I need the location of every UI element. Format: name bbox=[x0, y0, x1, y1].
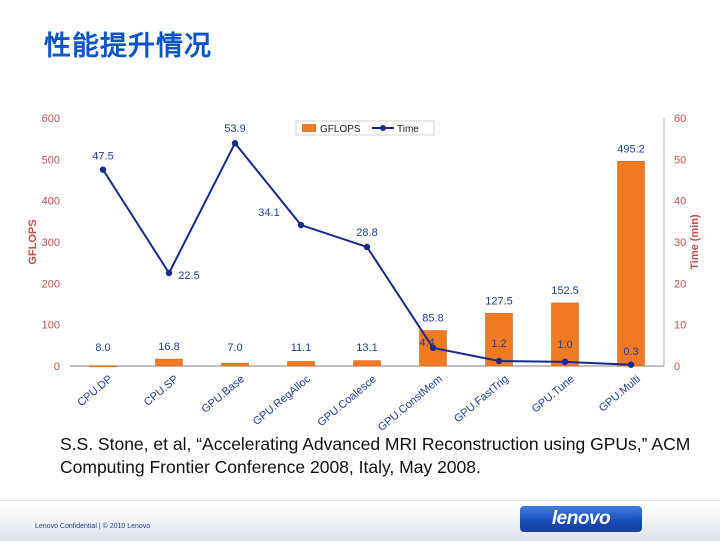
gflops-data-label: 7.0 bbox=[227, 342, 242, 354]
y2-tick-label: 40 bbox=[674, 196, 686, 208]
lenovo-logo: lenovo bbox=[520, 506, 642, 532]
y-tick-label: 500 bbox=[42, 154, 60, 166]
slide-title: 性能提升情况 bbox=[44, 31, 212, 62]
gflops-bar bbox=[617, 161, 645, 367]
time-data-point bbox=[165, 269, 173, 277]
y2-tick-label: 20 bbox=[674, 278, 686, 290]
gflops-data-label: 13.1 bbox=[356, 342, 377, 354]
time-data-point bbox=[495, 357, 503, 365]
y-tick-label: 400 bbox=[42, 196, 60, 208]
y2-axis-title: Time (min) bbox=[689, 214, 701, 270]
gflops-bar bbox=[89, 365, 117, 368]
time-data-label: 22.5 bbox=[178, 270, 199, 282]
time-data-label: 34.1 bbox=[258, 207, 279, 219]
legend-time-label: Time bbox=[397, 124, 419, 135]
time-data-point bbox=[561, 358, 569, 366]
y-tick-label: 100 bbox=[42, 320, 60, 332]
x-category-label: GPU.Coalesce bbox=[315, 373, 378, 429]
time-data-point bbox=[99, 166, 107, 173]
gflops-data-label: 8.0 bbox=[95, 342, 110, 354]
footer-confidential-text: Lenovo Confidential | © 2010 Lenovo bbox=[35, 523, 151, 530]
gflops-data-label: 16.8 bbox=[158, 341, 179, 353]
y2-tick-label: 0 bbox=[674, 361, 680, 373]
gflops-data-label: 127.5 bbox=[485, 295, 513, 307]
citation-text: S.S. Stone, et al, “Accelerating Advance… bbox=[60, 434, 691, 477]
y-tick-label: 200 bbox=[42, 278, 60, 290]
legend-time-marker bbox=[380, 125, 386, 131]
time-data-label: 0.3 bbox=[623, 346, 638, 358]
gflops-bar bbox=[353, 360, 381, 367]
y-tick-label: 300 bbox=[42, 237, 60, 249]
time-data-label: 4.4 bbox=[419, 337, 434, 349]
x-category-label: GPU.Multi bbox=[597, 373, 643, 414]
gflops-data-label: 495.2 bbox=[617, 143, 645, 155]
y2-tick-label: 50 bbox=[674, 154, 686, 166]
y-axis-title: GFLOPS bbox=[27, 219, 39, 264]
time-data-label: 1.2 bbox=[491, 338, 506, 350]
time-data-point bbox=[297, 221, 305, 229]
gflops-data-label: 152.5 bbox=[551, 285, 579, 297]
lenovo-logo-text: lenovo bbox=[551, 508, 611, 529]
time-data-point bbox=[627, 361, 635, 368]
gflops-bar bbox=[221, 362, 249, 367]
gflops-bar bbox=[485, 313, 513, 367]
y2-tick-label: 60 bbox=[674, 113, 686, 125]
y-tick-label: 0 bbox=[54, 361, 60, 373]
gflops-bar bbox=[155, 358, 183, 367]
x-category-label: GPU.FastTrig bbox=[452, 373, 511, 425]
y2-tick-label: 10 bbox=[674, 320, 686, 332]
legend-gflops-label: GFLOPS bbox=[320, 124, 361, 135]
legend-box bbox=[295, 120, 435, 136]
x-category-label: GPU.RegAlloc bbox=[251, 373, 313, 428]
gflops-bar bbox=[287, 361, 315, 367]
x-category-label: GPU.Tune bbox=[530, 373, 577, 415]
x-category-label: GPU.ConstMem bbox=[376, 373, 445, 434]
time-data-label: 28.8 bbox=[356, 227, 377, 239]
y2-tick-label: 30 bbox=[674, 237, 686, 249]
performance-chart: 0 100 200 300 400 500 600 0 10 20 30 40 50 60 GFLOPS Ti… bbox=[27, 113, 701, 434]
time-data-label: 1.0 bbox=[557, 339, 572, 351]
x-category-label: GPU.Base bbox=[199, 373, 247, 416]
legend-gflops-swatch bbox=[302, 124, 316, 132]
time-data-point bbox=[363, 243, 371, 251]
gflops-data-label: 85.8 bbox=[422, 313, 443, 325]
x-category-label: CPU.DP bbox=[75, 373, 115, 409]
gflops-data-label: 11.1 bbox=[291, 342, 312, 354]
time-data-point bbox=[231, 140, 239, 147]
gflops-bar bbox=[551, 302, 579, 367]
x-category-label: CPU.SP bbox=[142, 373, 181, 409]
time-data-label: 53.9 bbox=[224, 123, 245, 135]
time-data-point bbox=[429, 344, 437, 352]
y-tick-label: 600 bbox=[42, 113, 60, 125]
time-data-label: 47.5 bbox=[92, 151, 113, 163]
